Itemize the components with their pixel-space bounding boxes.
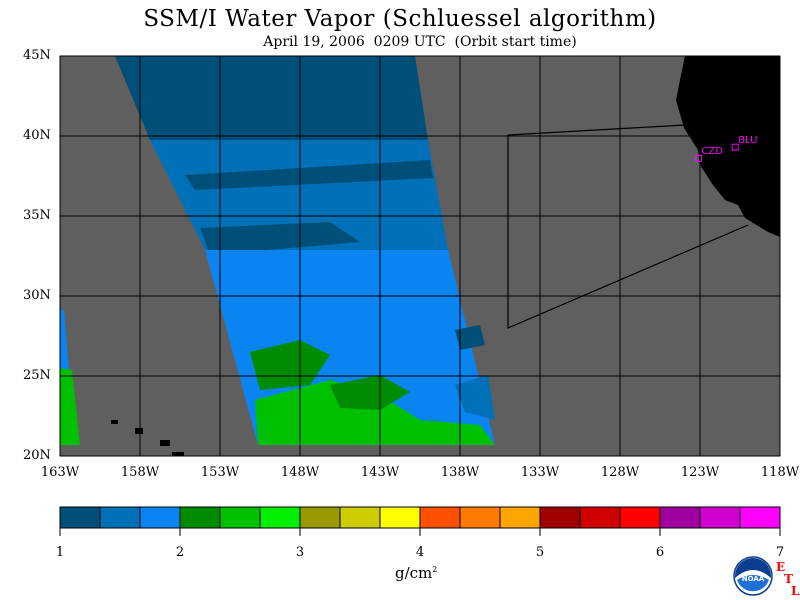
colorbar-cell	[299, 506, 341, 529]
lon-tick-label: 158W	[120, 465, 160, 480]
colorbar-cell	[619, 506, 661, 529]
lon-tick-label: 138W	[440, 465, 480, 480]
colorbar-cell	[739, 506, 781, 529]
lon-tick-label: 148W	[280, 465, 320, 480]
colorbar-tick-label: 3	[295, 545, 305, 560]
map-subtitle: April 19, 2006 0209 UTC (Orbit start tim…	[263, 34, 577, 50]
lon-tick-label: 143W	[360, 465, 400, 480]
colorbar-tick-label: 7	[775, 545, 785, 560]
colorbar-tick-label: 5	[535, 545, 545, 560]
lon-tick-label: 133W	[520, 465, 560, 480]
lat-tick-label: 30N	[23, 288, 51, 303]
colorbar-cell	[179, 506, 221, 529]
colorbar-cell	[339, 506, 381, 529]
swath-green-3	[330, 375, 410, 410]
map-title: SSM/I Water Vapor (Schluessel algorithm)	[143, 6, 657, 32]
colorbar	[59, 506, 781, 536]
left-edge-green	[60, 368, 80, 445]
colorbar-cell	[699, 506, 741, 529]
station-marker	[731, 143, 739, 151]
svg-text:NOAA: NOAA	[742, 575, 765, 583]
colorbar-cell	[99, 506, 141, 529]
colorbar-cell	[579, 506, 621, 529]
outline-box	[507, 135, 749, 329]
station-label: CZD	[701, 146, 723, 158]
california-land	[676, 56, 780, 237]
lat-tick-label: 45N	[23, 48, 51, 63]
etl-letter-l: L	[791, 584, 800, 598]
colorbar-cell	[219, 506, 261, 529]
etl-letter-t: T	[784, 572, 793, 586]
station-markers	[694, 143, 739, 162]
outline-box-top	[507, 124, 686, 136]
map-area	[59, 55, 781, 457]
hawaii-islands	[111, 420, 184, 456]
lat-tick-label: 40N	[23, 128, 51, 143]
swath-streak-1	[185, 160, 433, 190]
etl-letter-e: E	[776, 560, 786, 574]
colorbar-tick-label: 1	[55, 545, 65, 560]
lon-tick-label: 123W	[680, 465, 720, 480]
colorbar-cell	[139, 506, 181, 529]
lon-tick-label: 118W	[760, 465, 800, 480]
colorbar-tick-label: 4	[415, 545, 425, 560]
swath-green-2	[255, 380, 495, 445]
colorbar-cell	[539, 506, 581, 529]
colorbar-cell	[659, 506, 701, 529]
swath-band-dark-top	[115, 56, 428, 140]
lat-tick-label: 25N	[23, 368, 51, 383]
lon-tick-label: 163W	[40, 465, 80, 480]
lon-tick-label: 153W	[200, 465, 240, 480]
swath-streak-2	[200, 222, 360, 255]
colorbar-cell	[459, 506, 501, 529]
colorbar-tick-label: 6	[655, 545, 665, 560]
lat-tick-label: 35N	[23, 208, 51, 223]
colorbar-cell	[499, 506, 541, 529]
lat-tick-label: 20N	[23, 448, 51, 463]
swath	[115, 56, 495, 445]
colorbar-tick-label: 2	[175, 545, 185, 560]
station-label: BLU	[738, 135, 758, 147]
swath-dark-right	[455, 375, 495, 420]
colorbar-cell	[259, 506, 301, 529]
swath-green-1	[250, 340, 330, 390]
station-marker	[694, 154, 702, 162]
noaa-logo: NOAA	[733, 556, 773, 596]
lon-tick-label: 128W	[600, 465, 640, 480]
colorbar-unit: g/cm2	[395, 564, 438, 582]
swath-dark-patch	[455, 325, 485, 350]
colorbar-cell	[379, 506, 421, 529]
colorbar-cell	[59, 506, 101, 529]
colorbar-cell	[419, 506, 461, 529]
